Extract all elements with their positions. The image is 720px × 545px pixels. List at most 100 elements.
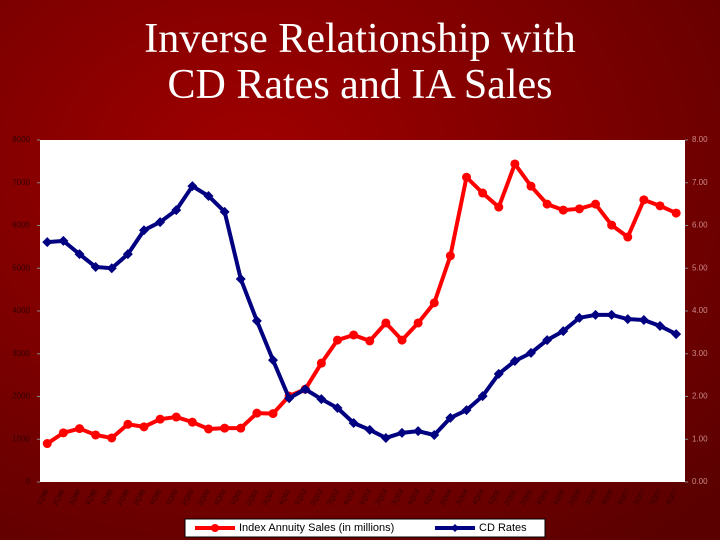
marker	[204, 424, 214, 434]
marker	[235, 273, 246, 284]
y2-tick-label: 5.00	[692, 263, 708, 272]
marker	[139, 422, 149, 432]
marker	[236, 423, 246, 433]
marker	[445, 412, 456, 423]
marker	[397, 335, 407, 345]
marker	[574, 204, 584, 214]
marker	[655, 320, 666, 331]
marker	[461, 405, 472, 416]
marker	[252, 408, 262, 418]
legend-label: Index Annuity Sales (in millions)	[239, 522, 394, 534]
marker	[284, 393, 295, 404]
y2-tick-label: 8.00	[692, 135, 708, 144]
marker	[542, 335, 553, 346]
marker	[219, 206, 230, 217]
marker	[171, 412, 181, 422]
marker	[671, 208, 681, 218]
marker	[58, 235, 69, 246]
marker	[90, 261, 101, 272]
marker	[123, 419, 133, 429]
marker	[638, 314, 649, 325]
marker	[510, 159, 520, 169]
legend-label: CD Rates	[479, 522, 527, 534]
y2-tick-label: 7.00	[692, 178, 708, 187]
marker	[268, 409, 278, 419]
marker	[139, 225, 150, 236]
y-tick-label: 3000	[12, 349, 30, 358]
marker	[332, 403, 343, 414]
marker	[445, 251, 455, 261]
legend-marker	[451, 524, 459, 532]
marker	[622, 314, 633, 325]
marker	[558, 205, 568, 215]
marker	[220, 423, 230, 433]
marker	[333, 335, 343, 345]
marker	[251, 315, 262, 326]
marker	[300, 384, 311, 395]
marker	[607, 220, 617, 230]
y2-tick-label: 2.00	[692, 392, 708, 401]
marker	[655, 201, 665, 211]
y2-tick-label: 6.00	[692, 221, 708, 230]
marker	[187, 181, 198, 192]
marker	[348, 418, 359, 429]
marker	[509, 356, 520, 367]
marker	[349, 330, 359, 340]
marker	[397, 427, 408, 438]
title-box: Inverse Relationship with CD Rates and I…	[144, 16, 576, 108]
y-tick-label: 2000	[12, 392, 30, 401]
marker	[268, 355, 279, 366]
marker	[493, 368, 504, 379]
y-tick-label: 8000	[12, 135, 30, 144]
marker	[171, 205, 182, 216]
marker	[671, 329, 682, 340]
marker	[574, 312, 585, 323]
y-tick-label: 6000	[12, 221, 30, 230]
y-tick-label: 5000	[12, 263, 30, 272]
y2-tick-label: 3.00	[692, 349, 708, 358]
marker	[155, 217, 166, 228]
legend-marker	[211, 524, 219, 532]
marker	[316, 394, 327, 405]
y2-tick-label: 4.00	[692, 306, 708, 315]
marker	[381, 318, 391, 328]
marker	[58, 428, 68, 438]
y-tick-label: 7000	[12, 178, 30, 187]
marker	[413, 426, 424, 437]
chart-title: Inverse Relationship with CD Rates and I…	[144, 16, 576, 108]
legend-box	[184, 518, 546, 538]
marker	[380, 432, 391, 443]
marker	[429, 429, 440, 440]
marker	[42, 237, 53, 248]
marker	[590, 309, 601, 320]
plot-area	[40, 140, 685, 482]
marker	[42, 439, 52, 449]
marker	[429, 298, 439, 308]
marker	[542, 199, 552, 209]
marker	[558, 326, 569, 337]
y2-tick-label: 1.00	[692, 434, 708, 443]
marker	[203, 191, 214, 202]
marker	[122, 249, 133, 260]
y-tick-label: 4000	[12, 306, 30, 315]
marker	[462, 172, 472, 182]
marker	[155, 414, 165, 424]
marker	[74, 249, 85, 260]
marker	[106, 263, 117, 274]
y2-tick-label: 0.00	[692, 477, 708, 486]
marker	[187, 417, 197, 427]
marker	[413, 318, 423, 328]
y-tick-label: 1000	[12, 434, 30, 443]
marker	[75, 424, 85, 434]
marker	[591, 199, 601, 209]
marker	[526, 347, 537, 358]
marker	[91, 430, 101, 440]
marker	[107, 433, 117, 443]
marker	[316, 358, 326, 368]
marker	[494, 202, 504, 212]
series-line	[46, 159, 677, 446]
marker	[639, 195, 649, 205]
series-line	[47, 183, 678, 441]
marker	[526, 181, 536, 191]
